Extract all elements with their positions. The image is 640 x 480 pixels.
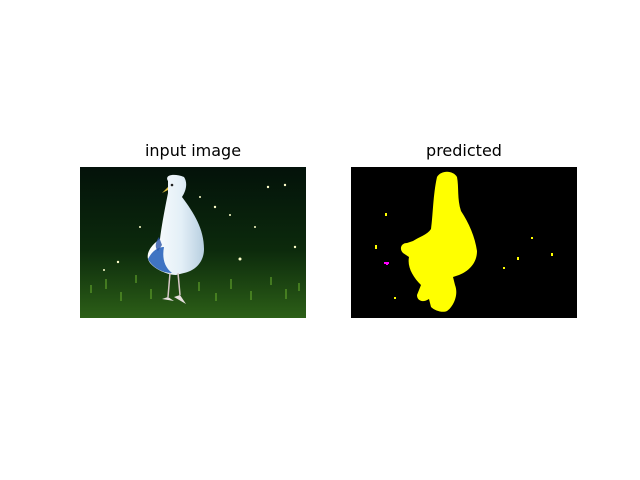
gull-bird [147,174,204,304]
input-image-title: input image [144,141,242,160]
predicted-panel: predicted [351,141,577,318]
grass-texture [90,275,300,301]
mask-bird-region [400,171,477,312]
predicted-title: predicted [426,141,502,160]
mask-noise-speckles [375,213,553,299]
input-image-panel: input image [80,141,306,318]
predicted-mask [351,167,577,318]
input-image [80,167,306,318]
